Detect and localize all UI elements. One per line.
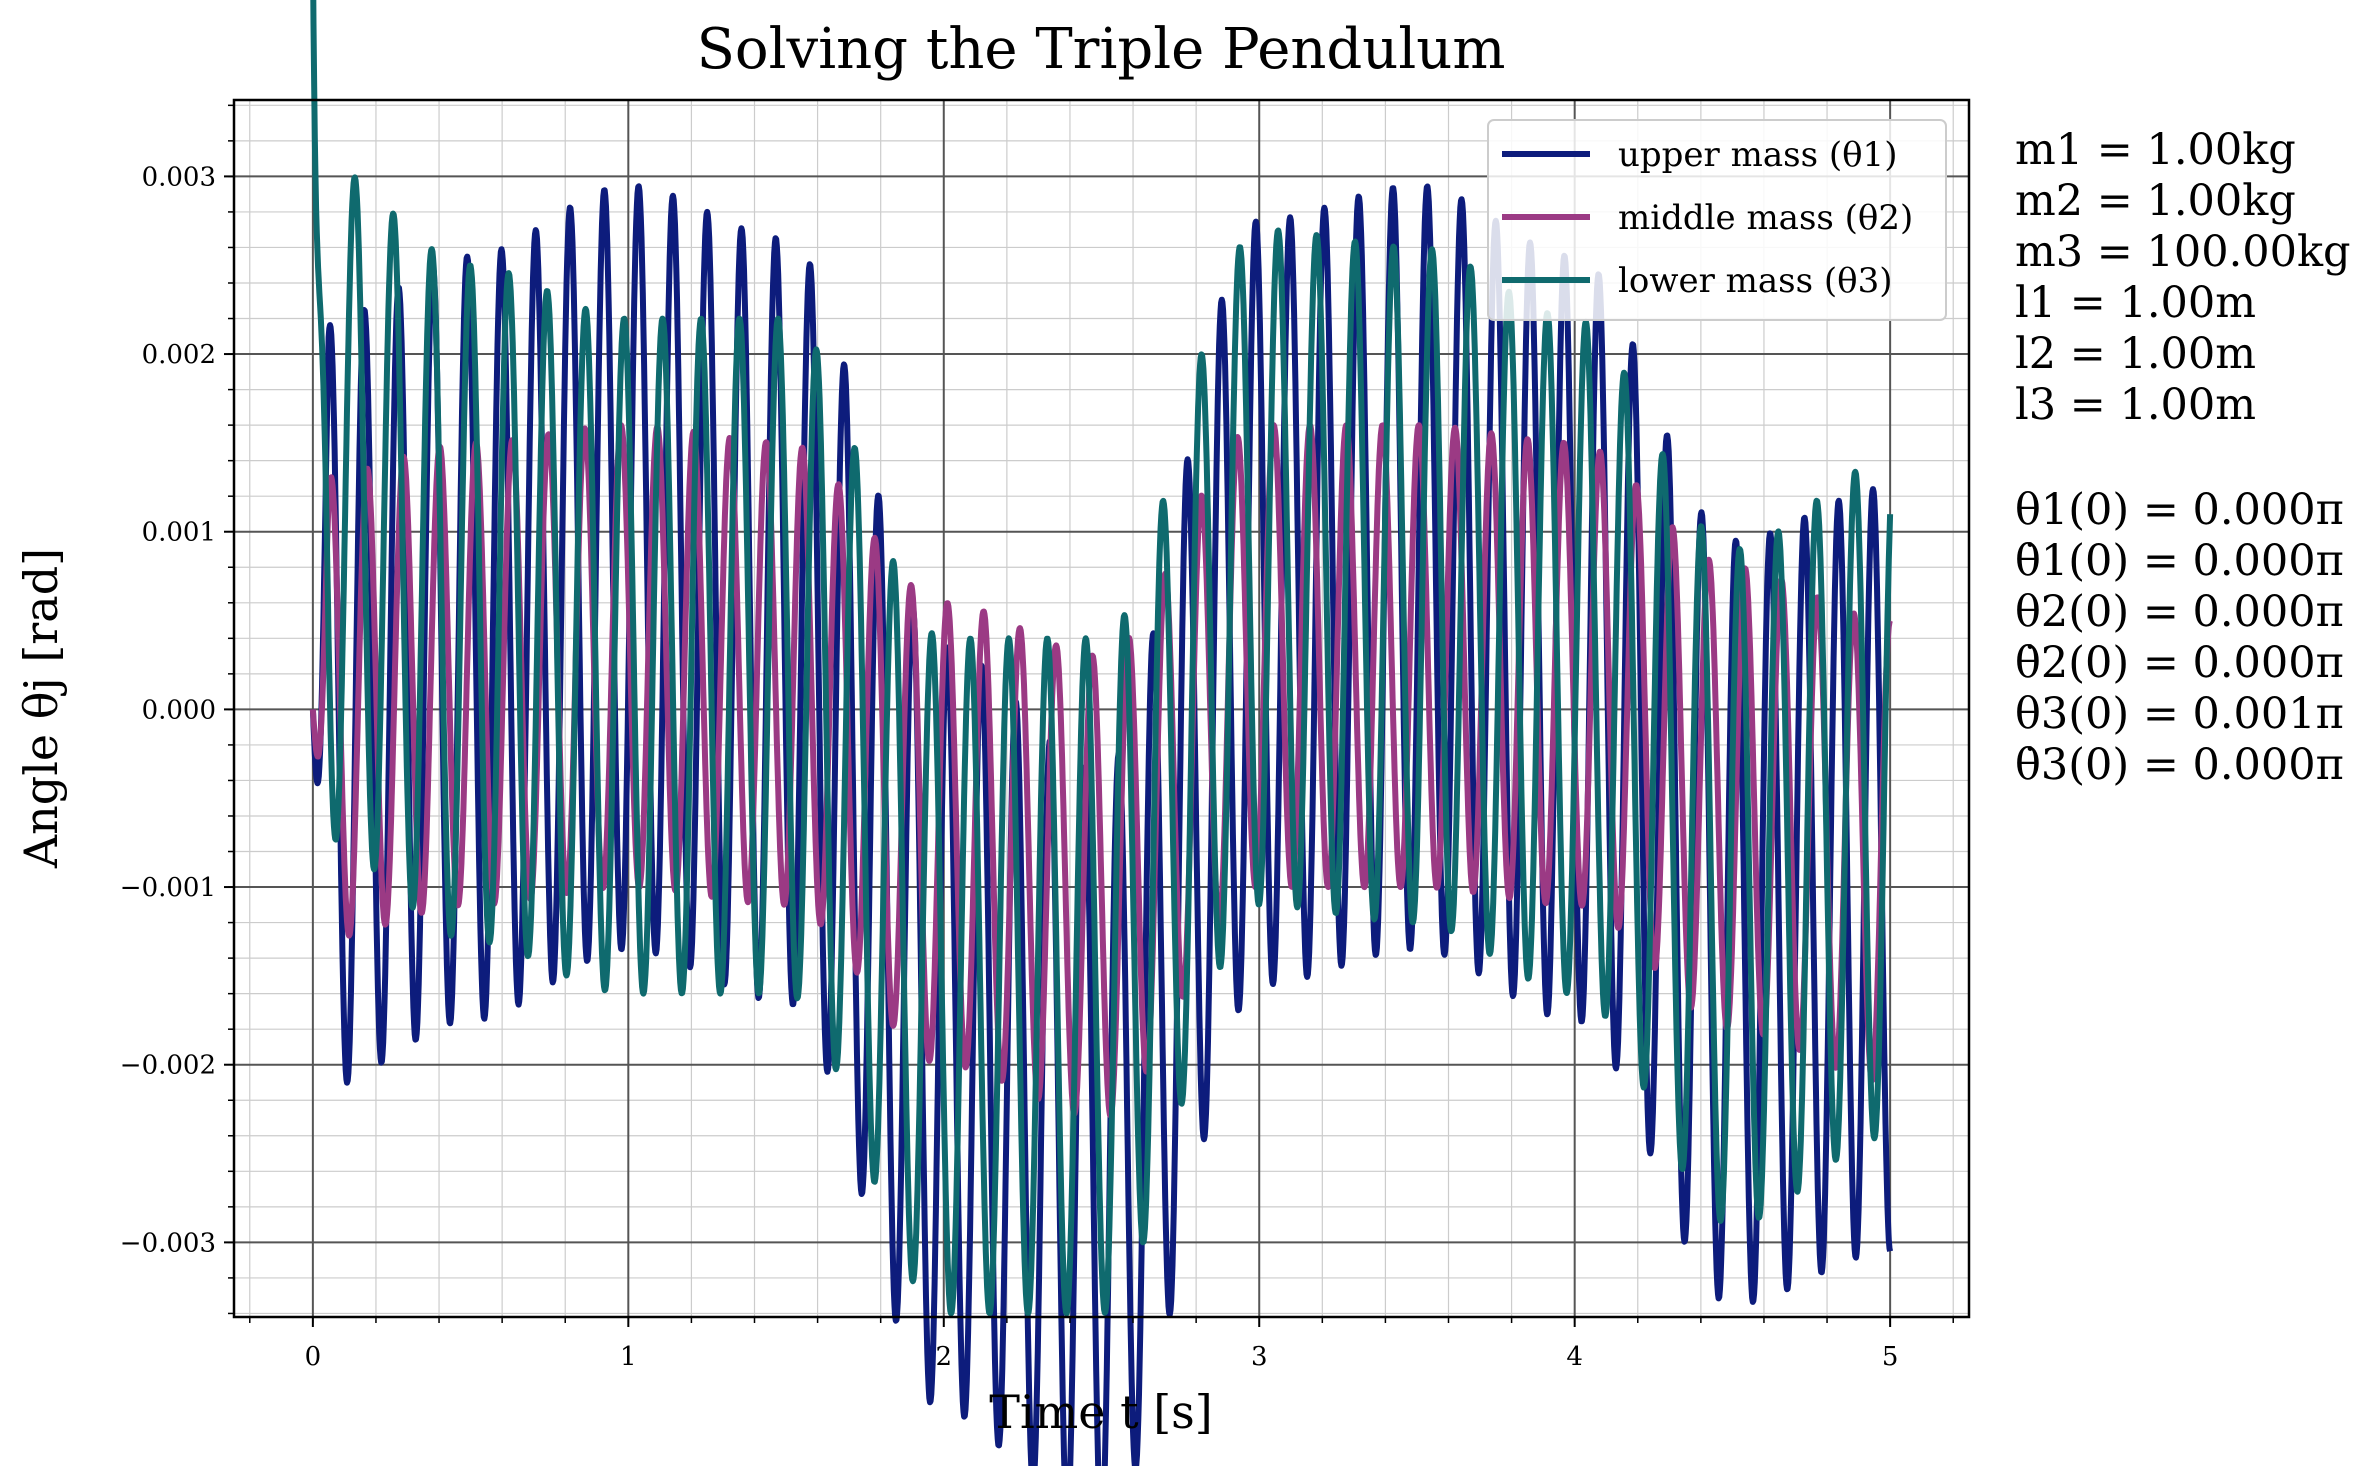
y-tick-label: 0.002 [142, 340, 216, 370]
ic-theta1-dot: θ̇1(0) = 0.000π [2015, 536, 2344, 586]
ic-theta3: θ3(0) = 0.001π [2015, 689, 2344, 739]
legend-label-middle: middle mass (θ2) [1618, 198, 1913, 238]
legend-label-upper: upper mass (θ1) [1618, 135, 1897, 175]
param-l1: l1 = 1.00m [2015, 278, 2256, 328]
ic-theta2: θ2(0) = 0.000π [2015, 587, 2344, 637]
param-m2: m2 = 1.00kg [2015, 176, 2296, 226]
y-tick-label: −0.003 [120, 1228, 216, 1258]
y-tick-label: −0.002 [120, 1051, 216, 1081]
param-l3: l3 = 1.00m [2015, 380, 2256, 430]
tick-labels: 0 1 2 3 4 5 0.003 0.002 0.001 0.000 −0.001 −0.002 −0… [120, 162, 1899, 1372]
y-tick-label: −0.001 [120, 873, 216, 903]
legend-box [1487, 119, 1947, 321]
x-tick-label: 0 [305, 1342, 322, 1372]
x-tick-label: 4 [1566, 1342, 1583, 1372]
param-m3: m3 = 100.00kg [2015, 227, 2351, 277]
axis-ticks [224, 104, 1954, 1327]
x-tick-label: 5 [1882, 1342, 1899, 1372]
param-m1: m1 = 1.00kg [2015, 125, 2296, 175]
ic-theta1: θ1(0) = 0.000π [2015, 485, 2344, 535]
y-tick-label: 0.000 [142, 695, 216, 725]
y-axis-label: Angle θj [rad] [14, 548, 68, 869]
ic-theta3-dot: θ̇3(0) = 0.000π [2015, 740, 2344, 790]
x-tick-label: 2 [935, 1342, 952, 1372]
series-line-lower [310, 0, 1894, 1317]
x-tick-label: 1 [620, 1342, 637, 1372]
x-axis-label: Time t [s] [989, 1385, 1212, 1439]
legend-label-lower: lower mass (θ3) [1618, 261, 1892, 301]
x-tick-label: 3 [1251, 1342, 1268, 1372]
param-l2: l2 = 1.00m [2015, 329, 2256, 379]
ic-theta2-dot: θ̇2(0) = 0.000π [2015, 638, 2344, 688]
legend: upper mass (θ1) middle mass (θ2) lower m… [1487, 119, 1947, 321]
parameter-panel: m1 = 1.00kg m2 = 1.00kg m3 = 100.00kg l1… [2015, 125, 2351, 791]
y-tick-label: 0.001 [142, 518, 216, 548]
series-lines [309, 0, 1894, 1466]
y-tick-label: 0.003 [142, 162, 216, 192]
chart-title: Solving the Triple Pendulum [697, 17, 1506, 82]
